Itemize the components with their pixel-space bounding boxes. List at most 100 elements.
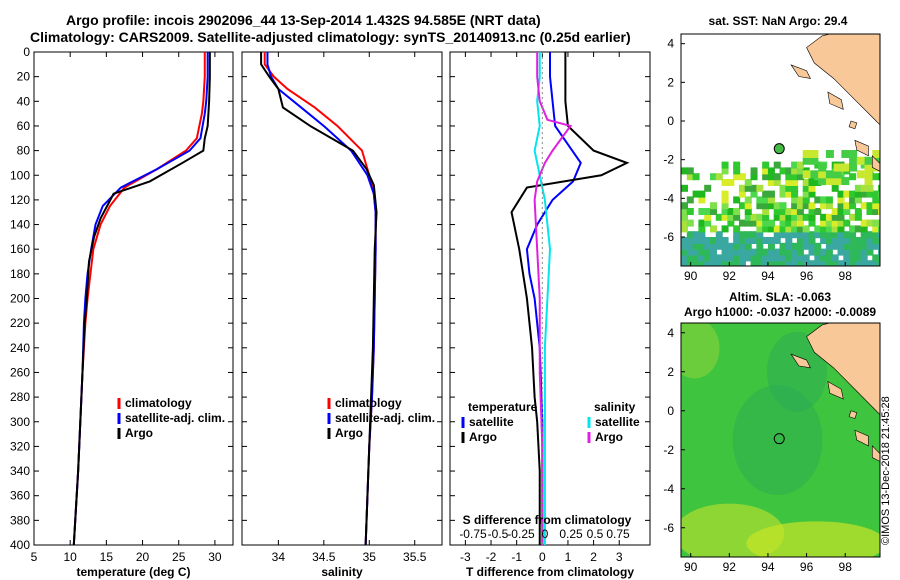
- sst-cell: [837, 225, 845, 233]
- sst-cell: [837, 260, 845, 266]
- sst-cell: [750, 173, 758, 181]
- sst-cell: [767, 202, 775, 210]
- sst-cell: [715, 242, 723, 250]
- argo-position-marker: [773, 433, 785, 445]
- legend-label: climatology: [125, 396, 192, 410]
- sst-cell: [727, 260, 735, 266]
- sst-cell: [860, 202, 868, 210]
- sst-cell: [814, 254, 822, 262]
- sst-cell: [860, 237, 868, 244]
- sst-cell: [825, 254, 833, 262]
- sst-cell: [762, 167, 770, 175]
- sst-cell: [762, 202, 770, 210]
- sst-cell: [808, 179, 816, 186]
- map-xtick-label: 92: [723, 560, 737, 574]
- sst-cell: [738, 202, 746, 210]
- credit-text: ©IMOS 13-Dec-2018 21:45:28: [880, 396, 892, 545]
- sst-cell: [767, 254, 775, 262]
- salinity-frame: [241, 51, 443, 546]
- sst-cell: [756, 213, 764, 221]
- series-line-argo: [72, 52, 211, 546]
- sst-cell: [756, 231, 764, 239]
- sst-cell: [818, 177, 827, 186]
- sst-cell: [860, 184, 868, 192]
- sst-cell: [841, 150, 850, 158]
- depth-tick-label: 60: [17, 119, 31, 133]
- sst-cell: [762, 196, 770, 204]
- sst-cell: [878, 225, 880, 233]
- sst-cell: [704, 237, 712, 244]
- sst-cell: [837, 242, 845, 250]
- sst-cell: [750, 219, 758, 227]
- sst-cell: [843, 254, 851, 262]
- sst-cell: [810, 156, 819, 165]
- sst-cell: [709, 225, 717, 233]
- sst-cell: [843, 190, 851, 198]
- sst-cell: [704, 208, 712, 215]
- depth-tick-label: 340: [10, 464, 30, 478]
- sst-cell: [686, 242, 694, 250]
- sst-cell: [820, 219, 828, 227]
- sst-cell: [721, 208, 729, 215]
- island-land: [854, 429, 869, 447]
- sst-cell: [709, 173, 717, 181]
- sst-cell: [856, 156, 865, 165]
- sla-map-content: [681, 323, 880, 557]
- sst-cell: [860, 242, 868, 250]
- sst-cell: [860, 225, 868, 233]
- sst-cell: [791, 213, 799, 221]
- sst-cell: [744, 196, 752, 204]
- sst-cell: [878, 254, 880, 262]
- sst-cell: [698, 231, 706, 239]
- sst-cell: [878, 260, 880, 266]
- sst-cell: [866, 219, 874, 227]
- sst-cell: [744, 219, 752, 227]
- sst-cell: [773, 161, 781, 169]
- sst-cell: [791, 260, 799, 266]
- sst-cell: [738, 173, 746, 181]
- sst-cell: [802, 170, 811, 179]
- sst-cell: [715, 213, 723, 221]
- sst-cell: [843, 242, 851, 250]
- sst-cell: [866, 237, 874, 244]
- sst-cell: [744, 213, 752, 221]
- sst-cell: [866, 208, 874, 215]
- sst-cell: [843, 219, 851, 227]
- sst-cell: [779, 231, 787, 239]
- sst-cell: [762, 260, 770, 266]
- sst-cell: [785, 219, 793, 227]
- sst-cell: [791, 225, 799, 233]
- sst-cell: [762, 213, 770, 221]
- sst-cell: [860, 161, 868, 169]
- sst-cell: [767, 237, 775, 244]
- sst-cell: [767, 260, 775, 266]
- sst-cell: [779, 219, 787, 227]
- sst-cell: [808, 242, 816, 250]
- series-line-argo: [260, 52, 378, 546]
- sst-cell: [709, 237, 717, 244]
- map-ytick-label: -4: [663, 191, 674, 205]
- sst-cell: [802, 202, 810, 210]
- sst-cell: [864, 163, 873, 172]
- sst-cell: [825, 177, 834, 186]
- sst-cell: [785, 190, 793, 198]
- sst-cell: [849, 237, 857, 244]
- sst-cell: [785, 231, 793, 239]
- temperature-xtick-label: 5: [31, 550, 38, 564]
- sst-cell: [814, 231, 822, 239]
- depth-tick-label: 360: [10, 489, 30, 503]
- sst-cell: [709, 260, 717, 266]
- sst-cell: [854, 242, 862, 250]
- sst-cell: [733, 196, 741, 204]
- map-xtick-label: 98: [839, 560, 853, 574]
- sst-cell: [831, 208, 839, 215]
- sst-cell: [796, 225, 804, 233]
- sst-cell: [773, 202, 781, 210]
- sst-cell: [849, 248, 857, 256]
- sst-cell: [791, 254, 799, 262]
- sst-cell: [872, 196, 880, 204]
- sst-cell: [750, 213, 758, 221]
- sst-cell: [878, 208, 880, 215]
- sst-cell: [767, 179, 775, 186]
